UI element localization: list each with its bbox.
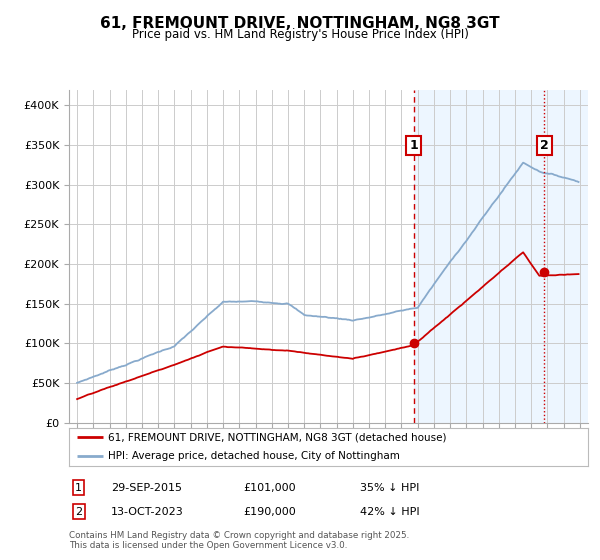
Text: 2: 2 (539, 139, 548, 152)
Text: 61, FREMOUNT DRIVE, NOTTINGHAM, NG8 3GT: 61, FREMOUNT DRIVE, NOTTINGHAM, NG8 3GT (100, 16, 500, 31)
Text: 13-OCT-2023: 13-OCT-2023 (111, 507, 184, 517)
Text: 29-SEP-2015: 29-SEP-2015 (111, 483, 182, 493)
Text: 2: 2 (75, 507, 82, 517)
Text: HPI: Average price, detached house, City of Nottingham: HPI: Average price, detached house, City… (108, 451, 400, 461)
Text: 1: 1 (409, 139, 418, 152)
Bar (413, 90, 588, 423)
Text: Price paid vs. HM Land Registry's House Price Index (HPI): Price paid vs. HM Land Registry's House … (131, 28, 469, 41)
Text: 61, FREMOUNT DRIVE, NOTTINGHAM, NG8 3GT (detached house): 61, FREMOUNT DRIVE, NOTTINGHAM, NG8 3GT … (108, 432, 446, 442)
Text: 1: 1 (75, 483, 82, 493)
Text: £190,000: £190,000 (243, 507, 296, 517)
Text: 35% ↓ HPI: 35% ↓ HPI (360, 483, 419, 493)
Text: Contains HM Land Registry data © Crown copyright and database right 2025.
This d: Contains HM Land Registry data © Crown c… (69, 531, 409, 550)
Text: 42% ↓ HPI: 42% ↓ HPI (360, 507, 419, 517)
Text: £101,000: £101,000 (243, 483, 296, 493)
